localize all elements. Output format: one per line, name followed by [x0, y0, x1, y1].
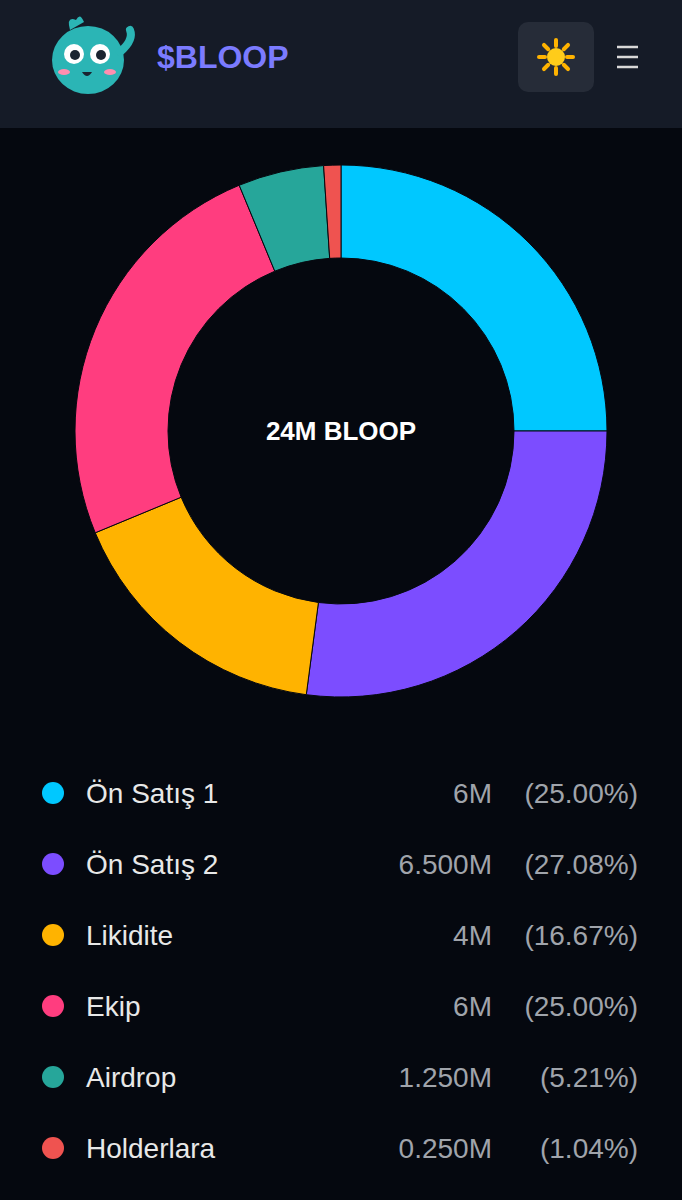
menu-line — [617, 46, 638, 49]
legend: Ön Satış 1 6M (25.00%) Ön Satış 2 6.500M (27.… — [42, 778, 638, 1164]
sun-ray — [539, 55, 545, 59]
page: $BLOOP24M BLOOPÖn Satış 16M(25.00%)Ön Sa… — [0, 0, 682, 1200]
center-label: 24M BLOOP — [266, 416, 416, 446]
site-title: $BLOOP — [157, 39, 289, 75]
sun-ray — [554, 68, 558, 74]
legend-swatch — [42, 782, 64, 804]
legend-value: 0.250M — [399, 1133, 492, 1164]
donut-slice — [341, 165, 607, 431]
menu-button[interactable] — [617, 47, 638, 67]
donut-slice — [239, 166, 329, 272]
legend-swatch — [42, 1066, 64, 1088]
legend-value: 1.250M — [399, 1062, 492, 1093]
legend-swatch — [42, 853, 64, 875]
legend-percentage: (5.21%) — [540, 1062, 638, 1093]
sun-ray — [544, 45, 548, 49]
legend-label: Holderlara — [86, 1133, 216, 1164]
legend-label: Likidite — [86, 920, 173, 951]
sun-ray — [564, 65, 568, 69]
theme-toggle-bg[interactable] — [518, 22, 594, 92]
legend-percentage: (25.00%) — [524, 778, 638, 809]
background — [0, 0, 682, 1200]
sun-ray — [554, 40, 558, 46]
header-bar — [0, 0, 682, 128]
legend-label: Ön Satış 1 — [86, 778, 218, 809]
legend-label: Ekip — [86, 991, 140, 1022]
logo-cheek — [58, 69, 70, 75]
logo-pupil — [96, 50, 106, 60]
sun-core — [547, 48, 565, 66]
legend-swatch — [42, 924, 64, 946]
legend-value: 6.500M — [399, 849, 492, 880]
logo-body — [52, 26, 124, 94]
donut-slice — [95, 497, 318, 695]
header: $BLOOP — [0, 0, 682, 128]
logo-eye — [64, 44, 84, 64]
logo-pupil — [70, 50, 80, 60]
donut-chart — [75, 165, 607, 697]
theme-toggle[interactable] — [518, 22, 594, 92]
donut-slice — [75, 185, 275, 533]
legend-percentage: (1.04%) — [540, 1133, 638, 1164]
legend-label: Ön Satış 2 — [86, 849, 218, 880]
legend-percentage: (27.08%) — [524, 849, 638, 880]
logo-mouth — [82, 72, 92, 76]
logo-arm — [120, 30, 131, 52]
legend-value: 6M — [453, 778, 492, 809]
legend-label: Airdrop — [86, 1062, 176, 1093]
menu-line — [617, 66, 638, 69]
sun-ray — [567, 55, 573, 59]
legend-swatch — [42, 1137, 64, 1159]
legend-percentage: (16.67%) — [524, 920, 638, 951]
menu-line — [617, 56, 638, 59]
sun-ray — [564, 45, 568, 49]
legend-percentage: (25.00%) — [524, 991, 638, 1022]
legend-swatch — [42, 995, 64, 1017]
logo[interactable] — [52, 16, 131, 94]
legend-value: 4M — [453, 920, 492, 951]
donut-slice — [306, 431, 607, 697]
sun-ray — [544, 65, 548, 69]
legend-value: 6M — [453, 991, 492, 1022]
logo-cheek — [104, 69, 116, 75]
logo-eye — [90, 44, 110, 64]
donut-slice — [324, 165, 341, 258]
